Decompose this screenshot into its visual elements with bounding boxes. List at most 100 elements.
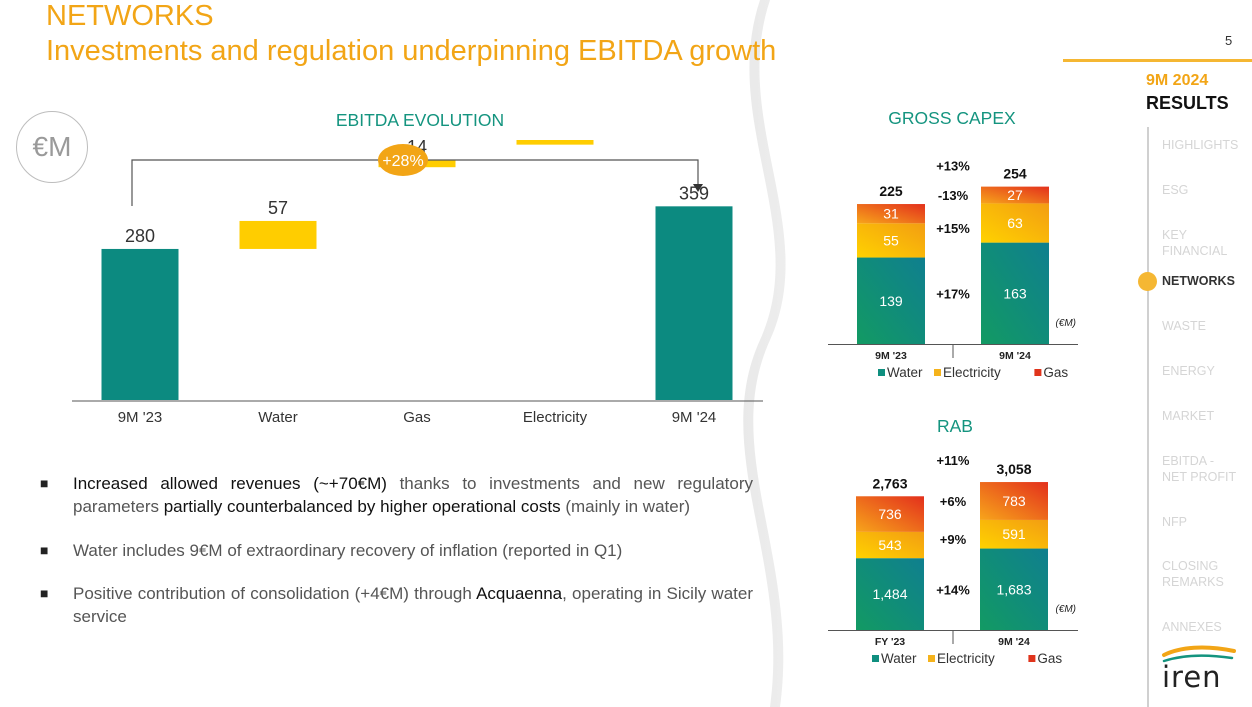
stacked-segment-gas: [856, 496, 924, 532]
bar-value-label: 280: [125, 226, 155, 246]
page-title: Investments and regulation underpinning …: [46, 35, 777, 67]
unit-label: (€M): [1055, 604, 1076, 615]
total-value-label: 3,058: [996, 461, 1031, 477]
delta-label-gas: -13%: [938, 188, 969, 203]
rab-stacked-chart: 1,484 543 736 2,763 FY '23 1,683 591 783 3,058 9M…: [828, 453, 1078, 666]
waterfall-bar: [516, 140, 594, 145]
nav-item-waste[interactable]: WASTE: [1162, 319, 1206, 333]
segment-value-label: 591: [1002, 526, 1026, 542]
nav-item-energy[interactable]: ENERGY: [1162, 364, 1215, 378]
ebitda-chart-title: EBITDA EVOLUTION: [335, 110, 505, 130]
segment-value-label: 1,484: [872, 586, 907, 602]
segment-value-label: 63: [1007, 215, 1023, 231]
delta-label-total: +11%: [937, 453, 970, 468]
segment-value-label: 27: [1007, 187, 1023, 203]
active-section-dot: [1138, 272, 1157, 291]
nav-item-esg[interactable]: ESG: [1162, 183, 1189, 197]
segment-value-label: 543: [878, 537, 902, 553]
bar-value-label: 57: [268, 198, 288, 218]
stacked-segment-electricity: [857, 223, 925, 258]
bullet-marker: ■: [40, 542, 49, 558]
bullet-text: Increased allowed revenues (~+70€M) than…: [73, 474, 753, 516]
growth-arrow-head: [693, 184, 703, 192]
delta-label-water: +14%: [936, 582, 970, 597]
bullet-marker: ■: [40, 585, 49, 601]
segment-value-label: 1,683: [996, 581, 1031, 597]
bullet-text: Water includes 9€M of extraordinary reco…: [73, 541, 623, 560]
bullet-marker: ■: [40, 475, 49, 491]
x-tick-label: Water: [258, 409, 297, 426]
capex-chart-title: GROSS CAPEX: [888, 108, 1016, 128]
stacked-segment-gas: [981, 186, 1049, 204]
unit-label: (€M): [1055, 318, 1076, 329]
delta-label-electricity: +15%: [936, 221, 970, 236]
sidebar-period: 9M 2024: [1146, 72, 1209, 89]
stacked-segment-water: [857, 257, 925, 344]
stacked-segment-electricity: [981, 203, 1049, 243]
nav-item-closing-remarks[interactable]: CLOSING REMARKS: [1162, 559, 1224, 589]
total-value-label: 254: [1003, 166, 1027, 182]
waterfall-bar: [655, 206, 733, 400]
iren-logo-text: iren: [1162, 660, 1222, 690]
x-tick-label: 9M '24: [998, 636, 1030, 648]
x-tick-label: 9M '23: [875, 350, 907, 362]
x-tick-label: Electricity: [523, 409, 588, 426]
x-tick-label: 9M '23: [118, 409, 163, 426]
legend-swatch-water: [872, 655, 879, 662]
rab-chart-title: RAB: [937, 416, 973, 436]
delta-label-gas: +6%: [940, 494, 967, 509]
nav-item-highlights[interactable]: HIGHLIGHTS: [1162, 138, 1239, 152]
segment-value-label: 736: [878, 506, 902, 522]
x-tick-label: FY '23: [875, 636, 905, 648]
x-tick-label: Gas: [403, 409, 431, 426]
nav-item-annexes[interactable]: ANNEXES: [1162, 620, 1222, 634]
total-value-label: 2,763: [872, 475, 907, 491]
legend-label-gas: Gas: [1037, 651, 1062, 666]
segment-value-label: 139: [879, 293, 903, 309]
unit-badge: €M: [16, 111, 88, 183]
total-value-label: 225: [879, 183, 903, 199]
iren-logo: iren: [1162, 645, 1236, 690]
segment-value-label: 55: [883, 232, 899, 248]
stacked-segment-gas: [857, 204, 925, 224]
section-title: NETWORKS: [46, 0, 214, 32]
stacked-segment-water: [856, 558, 924, 630]
legend-swatch-gas: [1028, 655, 1036, 662]
legend-label-gas: Gas: [1043, 365, 1068, 380]
x-tick-label: 9M '24: [672, 409, 717, 426]
stacked-segment-electricity: [856, 531, 924, 559]
stacked-segment-gas: [980, 482, 1048, 520]
sidebar-divider: [1147, 127, 1149, 707]
legend-swatch-water: [878, 369, 885, 376]
bullet-text: Positive contribution of consolidation (…: [73, 584, 753, 626]
legend-label-water: Water: [887, 365, 923, 380]
legend-swatch-electricity: [928, 655, 935, 662]
bar-value-label: 359: [679, 183, 709, 203]
capex-stacked-chart: 139 55 31 225 9M '23 163 63 27 254 9M '24 +13% -13%…: [828, 159, 1078, 380]
legend-label-water: Water: [881, 651, 917, 666]
stacked-segment-water: [981, 242, 1049, 344]
legend-label-electricity: Electricity: [943, 365, 1001, 380]
delta-label-electricity: +9%: [940, 532, 967, 547]
nav-item-market[interactable]: MARKET: [1162, 409, 1215, 423]
delta-label-total: +13%: [936, 159, 970, 174]
page-number: 5: [1225, 33, 1233, 48]
x-tick-label: 9M '24: [999, 350, 1031, 362]
segment-value-label: 31: [883, 206, 899, 222]
growth-badge-label: +28%: [382, 153, 423, 170]
legend-swatch-electricity: [934, 369, 941, 376]
nav-item-networks[interactable]: NETWORKS: [1162, 274, 1235, 288]
nav-item-key-financial[interactable]: KEY FINANCIAL: [1162, 228, 1228, 258]
segment-value-label: 783: [1002, 493, 1026, 509]
legend-label-electricity: Electricity: [937, 651, 995, 666]
waterfall-bar: [101, 248, 179, 400]
sidebar-accent-line: [1063, 59, 1252, 62]
growth-badge: [378, 144, 428, 176]
legend-swatch-gas: [1034, 369, 1042, 376]
stacked-segment-water: [980, 548, 1048, 630]
nav-item-ebitda[interactable]: EBITDA - NET PROFIT: [1162, 454, 1237, 484]
sidebar-results: RESULTS: [1146, 93, 1229, 113]
waterfall-bar: [239, 220, 317, 249]
nav-item-nfp[interactable]: NFP: [1162, 515, 1187, 529]
